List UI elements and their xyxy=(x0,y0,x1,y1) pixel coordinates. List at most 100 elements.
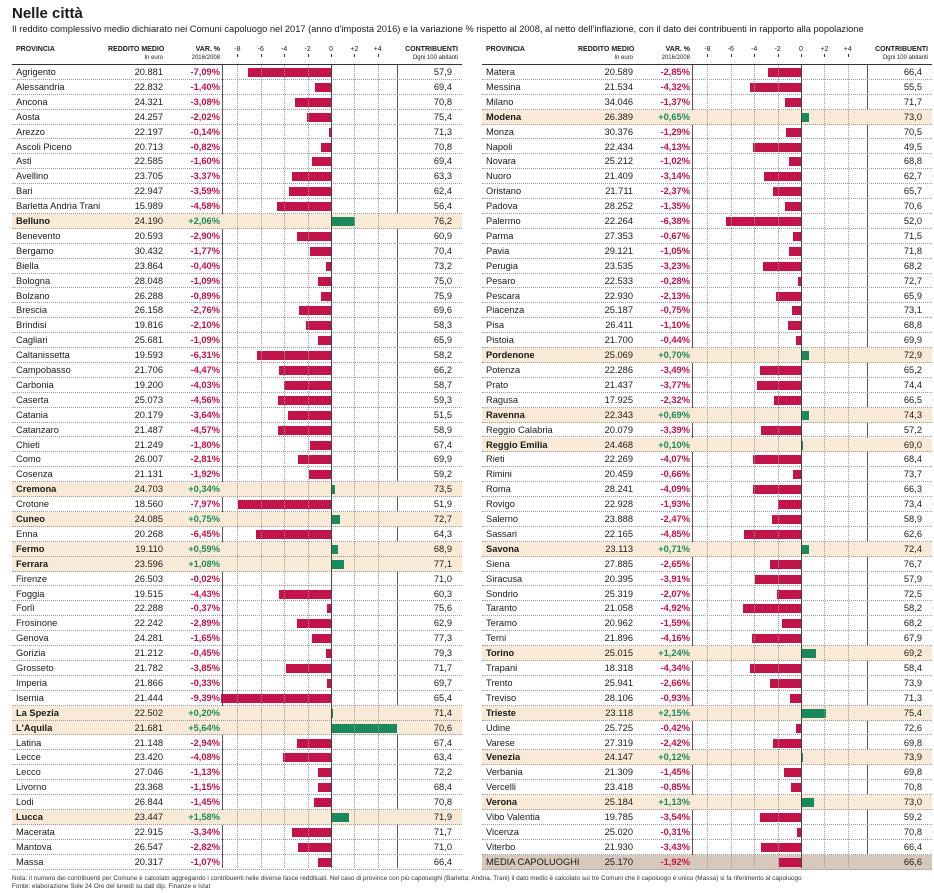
city-name: Latina xyxy=(16,737,42,748)
contributors-value: 55,5 xyxy=(903,81,922,92)
row-separator xyxy=(12,823,462,825)
city-name: Lodi xyxy=(16,797,34,808)
city-name: Catania xyxy=(16,409,49,420)
contributors-value: 70,8 xyxy=(903,826,922,837)
table-row: Monza 30.376 -1,29% 70,5 xyxy=(482,125,932,140)
row-separator xyxy=(12,689,462,691)
variation-value: -1,07% xyxy=(190,856,220,867)
row-separator xyxy=(12,302,462,304)
income-value: 24.281 xyxy=(134,633,163,644)
variation-value: -2,13% xyxy=(660,290,690,301)
income-value: 26.503 xyxy=(134,573,163,584)
variation-value: -4,32% xyxy=(660,81,690,92)
table-row: Avellino 23.705 -3,37% 63,3 xyxy=(12,169,462,185)
variation-bar xyxy=(760,842,801,852)
income-value: 22.269 xyxy=(604,454,633,465)
variation-value: -0,28% xyxy=(660,275,690,286)
variation-bar xyxy=(297,619,331,629)
table-row: Napoli 22.434 -4,13% 49,5 xyxy=(482,140,932,155)
contributors-value: 71,8 xyxy=(903,245,922,256)
variation-value: -1,93% xyxy=(660,499,690,510)
row-separator xyxy=(12,78,462,80)
row-separator xyxy=(482,764,932,766)
variation-value: -2,10% xyxy=(190,320,220,331)
row-separator xyxy=(482,630,932,632)
variation-bar xyxy=(279,589,331,599)
variation-bar xyxy=(750,82,801,92)
table-row: Sassari 22.165 -4,85% 62,6 xyxy=(482,527,932,542)
variation-value: -7,09% xyxy=(190,67,220,77)
variation-bar xyxy=(769,678,801,688)
variation-value: -6,45% xyxy=(190,528,220,539)
variation-value: -0,89% xyxy=(190,290,220,301)
city-name: Udine xyxy=(486,722,511,733)
table-row: Belluno 24.190 +2,06% 76,2 xyxy=(12,214,462,229)
variation-value: +0,59% xyxy=(188,543,220,554)
variation-value: -0,33% xyxy=(190,677,220,688)
variation-value: +0,10% xyxy=(658,439,690,450)
city-name: Caserta xyxy=(16,394,49,405)
contributors-value: 65,2 xyxy=(903,365,922,375)
city-name: Biella xyxy=(16,260,39,271)
variation-value: -1,05% xyxy=(660,245,690,256)
variation-value: -2,81% xyxy=(190,454,220,465)
income-value: 21.444 xyxy=(134,692,163,703)
axis-tick-label: -4 xyxy=(281,46,288,53)
income-value: 23.118 xyxy=(605,707,633,718)
row-separator xyxy=(12,272,462,274)
variation-value: -2,07% xyxy=(660,588,690,599)
row-separator xyxy=(482,242,932,244)
variation-bar xyxy=(314,82,331,92)
contributors-value: 72,5 xyxy=(903,588,922,599)
city-name: Varese xyxy=(486,737,515,748)
table-row: Milano 34.046 -1,37% 71,7 xyxy=(482,95,932,110)
city-name: Vibo Valentia xyxy=(486,812,540,822)
contributors-value: 75,9 xyxy=(433,290,452,301)
table-row: Trento 25.941 -2,66% 73,9 xyxy=(482,676,932,691)
income-value: 27.046 xyxy=(134,767,163,778)
contributors-value: 70,6 xyxy=(903,201,922,212)
income-value: 22.928 xyxy=(604,499,633,510)
city-name: Avellino xyxy=(16,171,49,182)
city-name: Frosinone xyxy=(16,618,58,629)
variation-value: -3,77% xyxy=(660,379,690,390)
income-value: 22.288 xyxy=(134,603,163,614)
variation-bar xyxy=(801,544,810,554)
header-var: VAR. % xyxy=(195,46,220,53)
variation-value: -0,31% xyxy=(660,826,690,837)
city-name: Benevento xyxy=(16,230,61,241)
variation-bar xyxy=(283,753,331,763)
table-row: Taranto 21.058 -4,92% 58,2 xyxy=(482,601,932,617)
row-separator xyxy=(482,123,932,125)
variation-bar xyxy=(726,217,801,226)
axis-tick-mark xyxy=(331,54,332,57)
row-separator xyxy=(482,138,932,140)
income-value: 24.321 xyxy=(134,96,163,107)
axis-tick-mark xyxy=(754,54,756,57)
table-row: Viterbo 21.930 -3,43% 66,4 xyxy=(482,840,932,855)
contributors-value: 72,7 xyxy=(433,514,452,524)
table-row: Roma 28.241 -4,09% 66,3 xyxy=(482,482,932,498)
variation-bar xyxy=(797,276,801,286)
header-contribuenti-sub: Ogni 100 abitanti xyxy=(412,55,458,61)
table-row: Lecce 23.420 -4,08% 63,4 xyxy=(12,750,462,766)
income-value: 30.432 xyxy=(134,245,163,256)
income-value: 20.179 xyxy=(134,409,163,420)
variation-value: -0,66% xyxy=(660,469,690,480)
variation-value: +0,12% xyxy=(658,752,690,763)
variation-value: +0,20% xyxy=(188,707,220,718)
table-row: Carbonia 19.200 -4,03% 58,7 xyxy=(12,378,462,393)
income-value: 23.888 xyxy=(604,514,633,524)
variation-value: -2,90% xyxy=(190,230,220,241)
table-row: Potenza 22.286 -3,49% 65,2 xyxy=(482,363,932,378)
contributors-value: 66,3 xyxy=(903,484,922,495)
table-row: Genova 24.281 -1,65% 77,3 xyxy=(12,631,462,647)
income-value: 28.048 xyxy=(134,275,163,286)
city-name: Nuoro xyxy=(486,171,512,182)
income-value: 27.319 xyxy=(604,737,633,748)
contributors-value: 73,7 xyxy=(903,469,922,480)
city-name: Palermo xyxy=(486,216,521,226)
city-name: Pavia xyxy=(486,245,510,256)
table-row: Enna 20.268 -6,45% 64,3 xyxy=(12,527,462,542)
contributors-value: 73,0 xyxy=(903,111,922,122)
